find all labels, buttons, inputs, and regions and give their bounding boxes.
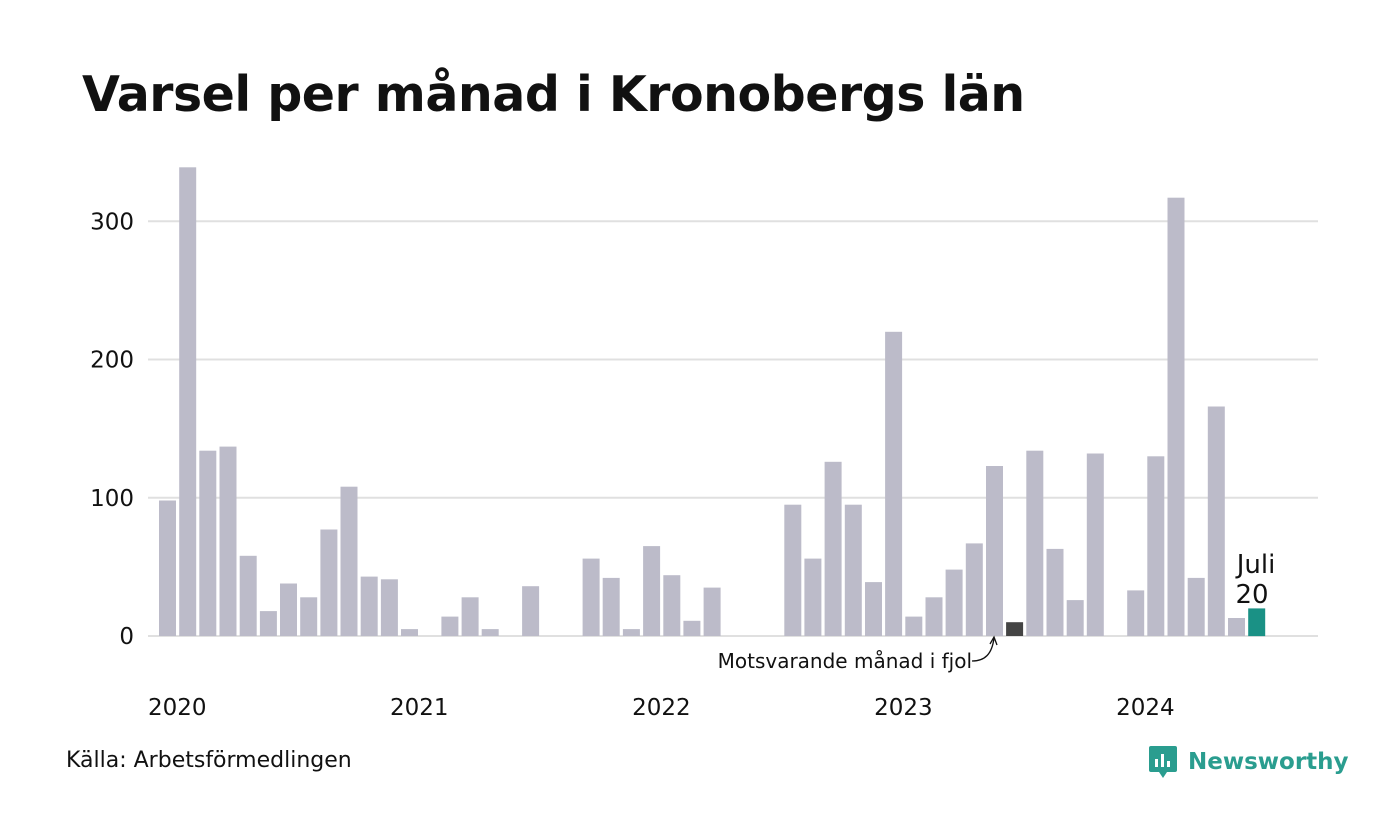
- current-month-label: Juli: [1235, 550, 1276, 580]
- bar: [824, 461, 842, 636]
- bar: [986, 466, 1003, 636]
- bar: [340, 486, 358, 636]
- bar: [259, 611, 277, 636]
- bar: [401, 629, 418, 636]
- bar: [461, 597, 479, 636]
- previous-year-arrowhead: [989, 635, 998, 646]
- x-tick-label: 2020: [148, 695, 207, 721]
- bar: [925, 597, 943, 636]
- bar: [1026, 450, 1044, 636]
- bar: [663, 575, 681, 636]
- bar: [582, 558, 600, 636]
- annotations: Motsvarande månad i fjol Juli 20: [718, 550, 1276, 673]
- previous-year-annotation: Motsvarande månad i fjol: [718, 649, 972, 673]
- x-tick-label: 2024: [1116, 695, 1175, 721]
- y-tick-label: 300: [90, 209, 134, 235]
- bar: [784, 504, 802, 636]
- source-note: Källa: Arbetsförmedlingen: [66, 748, 352, 773]
- x-tick-label: 2021: [390, 695, 449, 721]
- newsworthy-logo: Newsworthy: [1148, 742, 1349, 782]
- x-tick-label: 2022: [632, 695, 691, 721]
- bar-previous-year: [1006, 622, 1024, 636]
- bar: [905, 616, 923, 636]
- x-tick-label: 2023: [874, 695, 933, 721]
- bar: [703, 587, 721, 636]
- bar: [622, 629, 640, 636]
- bar: [441, 616, 459, 636]
- y-axis: 0 100 200 300: [90, 209, 134, 650]
- bar: [280, 583, 297, 636]
- bar: [380, 579, 398, 636]
- bar: [239, 555, 257, 636]
- bar: [1187, 577, 1205, 636]
- y-tick-label: 100: [90, 486, 134, 512]
- bar: [965, 543, 983, 636]
- newsworthy-logo-icon: [1149, 746, 1177, 778]
- bar: [159, 500, 176, 636]
- newsworthy-wordmark: Newsworthy: [1188, 749, 1349, 775]
- previous-year-arrow: [971, 637, 995, 662]
- bar: [199, 450, 217, 636]
- bar: [804, 558, 822, 636]
- bar: [865, 582, 882, 636]
- bar: [1127, 590, 1145, 636]
- bars: [159, 167, 1266, 637]
- x-axis: 2020 2021 2022 2023 2024: [148, 695, 1175, 721]
- bar: [1086, 453, 1104, 636]
- bar: [1207, 406, 1225, 636]
- bar: [300, 597, 318, 636]
- bar: [481, 629, 499, 636]
- bar: [1066, 600, 1084, 636]
- bar: [643, 546, 661, 636]
- bar: [1167, 197, 1185, 636]
- bar: [683, 620, 701, 636]
- bar-current-month: [1248, 608, 1266, 637]
- bar: [360, 576, 378, 636]
- chart-title: Varsel per månad i Kronobergs län: [82, 66, 1025, 123]
- bar: [219, 446, 237, 636]
- current-value-label: 20: [1235, 580, 1268, 610]
- bar: [522, 586, 540, 636]
- bar: [1228, 618, 1245, 636]
- bar: [1046, 548, 1064, 636]
- bar: [945, 569, 963, 636]
- bar: [179, 167, 197, 637]
- bar: [885, 331, 903, 636]
- y-tick-label: 200: [90, 348, 134, 374]
- bar: [1147, 456, 1165, 636]
- y-tick-label: 0: [119, 624, 134, 650]
- bar-chart: 0 100 200 300 2020 2021 2022 2023 2024 Motsvara…: [90, 167, 1318, 721]
- bar: [844, 504, 862, 636]
- bar: [320, 529, 338, 636]
- bar: [602, 577, 620, 636]
